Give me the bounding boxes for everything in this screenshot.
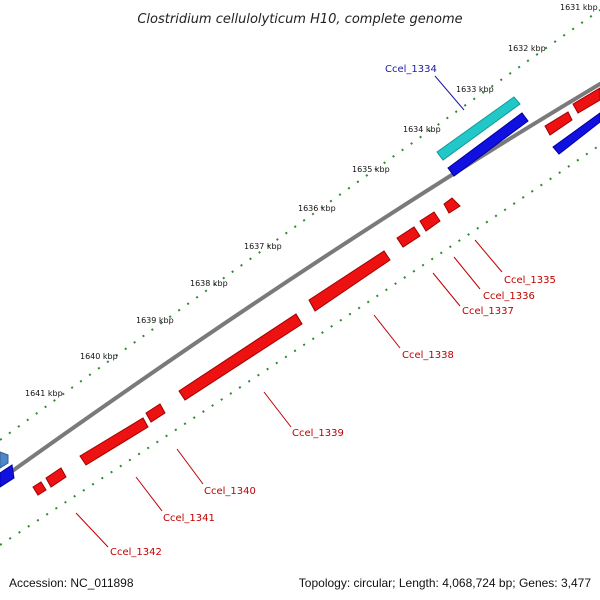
label-leaders — [75, 75, 503, 548]
gene-ccel-1342[interactable] — [32, 481, 47, 496]
gene-forward-2[interactable] — [552, 112, 600, 155]
gene-label-ccel-1337[interactable]: Ccel_1337 — [462, 306, 514, 317]
outer-tick-arc — [0, 9, 600, 441]
genome-summary-text: Topology: circular; Length: 4,068,724 bp… — [299, 576, 592, 590]
gene-reverse-small[interactable] — [45, 467, 67, 488]
forward-strand-genes — [0, 96, 600, 488]
gene-label-ccel-1341[interactable]: Ccel_1341 — [163, 513, 215, 524]
gene-ccel-1334[interactable] — [436, 96, 521, 161]
gene-ccel-1335[interactable] — [443, 197, 461, 214]
leader-ccel-1336 — [453, 256, 481, 290]
tick-labels: 1631 kbp 1632 kbp 1633 kbp 1634 kbp 1635… — [25, 3, 598, 398]
leader-ccel-1339 — [263, 391, 292, 428]
gene-misc[interactable] — [0, 451, 9, 469]
tick-label: 1639 kbp — [136, 316, 174, 325]
tick-label: 1635 kbp — [352, 165, 390, 174]
tick-label: 1632 kbp — [508, 44, 546, 53]
tick-label: 1631 kbp — [560, 3, 598, 12]
gene-label-ccel-1336[interactable]: Ccel_1336 — [483, 291, 535, 302]
gene-forward-3[interactable] — [0, 464, 15, 488]
leader-ccel-1337 — [432, 272, 461, 307]
leader-ccel-1341 — [135, 476, 163, 512]
tick-label: 1633 kbp — [456, 85, 494, 94]
tick-label: 1641 kbp — [25, 389, 63, 398]
inner-tick-arc — [0, 144, 600, 546]
gene-ccel-1340[interactable] — [145, 403, 166, 423]
gene-label-ccel-1334[interactable]: Ccel_1334 — [385, 64, 437, 75]
tick-label: 1638 kbp — [190, 279, 228, 288]
gene-ccel-1336[interactable] — [419, 211, 441, 232]
tick-label: 1636 kbp — [298, 204, 336, 213]
gene-ccel-1337[interactable] — [396, 226, 421, 248]
gene-reverse-edge-1[interactable] — [544, 111, 573, 136]
gene-label-ccel-1335[interactable]: Ccel_1335 — [504, 275, 556, 286]
gene-ccel-1339[interactable] — [178, 313, 303, 401]
gene-label-ccel-1339[interactable]: Ccel_1339 — [292, 428, 344, 439]
gene-label-ccel-1342[interactable]: Ccel_1342 — [110, 547, 162, 558]
map-title: Clostridium cellulolyticum H10, complete… — [137, 12, 462, 27]
gene-ccel-1338[interactable] — [308, 250, 391, 312]
gene-forward-1[interactable] — [447, 112, 529, 177]
tick-label: 1634 kbp — [403, 125, 441, 134]
gene-labels: Ccel_1334 Ccel_1335 Ccel_1336 Ccel_1337 … — [110, 64, 556, 558]
genome-backbone — [0, 81, 600, 483]
leader-ccel-1340 — [176, 448, 204, 485]
leader-ccel-1334 — [434, 75, 465, 111]
leader-ccel-1335 — [474, 239, 503, 273]
tick-label: 1637 kbp — [244, 242, 282, 251]
leader-ccel-1342 — [75, 512, 109, 548]
accession-text: Accession: NC_011898 — [9, 576, 134, 590]
leader-ccel-1338 — [373, 314, 401, 349]
gene-label-ccel-1338[interactable]: Ccel_1338 — [402, 350, 454, 361]
gene-ccel-1341[interactable] — [79, 417, 149, 466]
reverse-strand-genes — [32, 87, 600, 496]
gene-reverse-edge-2[interactable] — [572, 87, 600, 114]
tick-label: 1640 kbp — [80, 352, 118, 361]
gene-label-ccel-1340[interactable]: Ccel_1340 — [204, 486, 256, 497]
